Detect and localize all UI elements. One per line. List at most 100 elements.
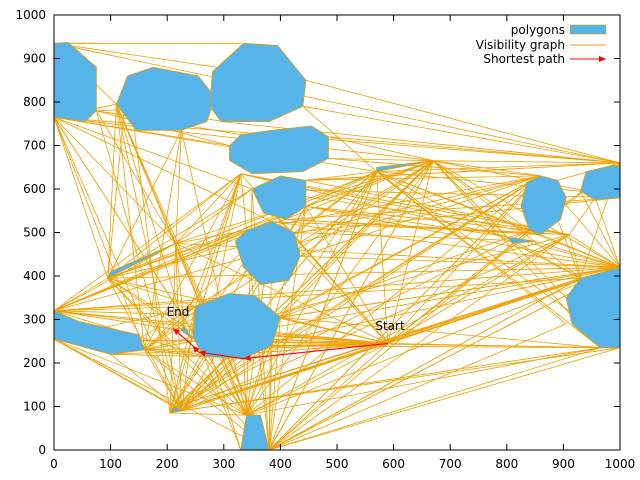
obstacle-polygon xyxy=(565,266,621,349)
visibility-edge xyxy=(53,206,307,312)
end-label: End xyxy=(167,305,190,319)
visibility-edge xyxy=(568,234,621,268)
visibility-edge xyxy=(181,347,621,412)
visibility-edge xyxy=(305,171,377,181)
visibility-edge xyxy=(580,191,621,268)
visibility-edge xyxy=(53,243,176,312)
visibility-edge xyxy=(268,277,581,451)
visibility-edge xyxy=(300,256,621,268)
y-tick-label: 0 xyxy=(38,443,46,457)
y-tick-label: 100 xyxy=(23,400,46,414)
obstacle-polygon xyxy=(229,125,329,175)
obstacle-polygon xyxy=(209,42,307,122)
visibility-edge xyxy=(53,277,581,312)
visibility-edge xyxy=(115,104,185,327)
visibility-edge xyxy=(169,306,196,414)
obstacle-polygon xyxy=(53,41,97,123)
x-tick-label: 500 xyxy=(326,457,349,471)
visibility-edge xyxy=(268,343,389,451)
x-tick-label: 200 xyxy=(156,457,179,471)
visibility-edge xyxy=(53,338,176,407)
visibility-edge xyxy=(203,356,247,416)
visibility-edge xyxy=(387,175,542,344)
visibility-edge xyxy=(144,349,205,357)
y-tick-label: 900 xyxy=(23,52,46,66)
visibility-edge xyxy=(280,316,601,349)
visibility-edge xyxy=(107,175,541,279)
visibility-edge xyxy=(53,310,185,327)
visibility-edge xyxy=(271,343,388,346)
visibility-edge xyxy=(271,221,621,268)
shortest-path xyxy=(172,327,388,361)
visibility-edge xyxy=(299,160,434,257)
path-segment xyxy=(198,351,244,360)
legend-label-polygons: polygons xyxy=(511,23,565,37)
visibility-edge xyxy=(107,277,270,451)
visibility-edge xyxy=(268,234,570,451)
y-tick-label: 300 xyxy=(23,313,46,327)
legend-swatch-path-arrowhead xyxy=(599,56,606,62)
path-arrowhead xyxy=(243,354,251,361)
obstacle-polygon xyxy=(251,175,307,220)
visibility-edge xyxy=(107,130,182,279)
visibility-edge xyxy=(294,232,536,242)
visibility-edge xyxy=(181,175,542,412)
y-tick-label: 700 xyxy=(23,139,46,153)
visibility-edge xyxy=(271,221,570,236)
visibility-edge xyxy=(181,171,377,412)
visibility-edge xyxy=(144,349,247,416)
visibility-edge xyxy=(107,160,434,279)
visibility-edge xyxy=(305,179,570,236)
path-segment xyxy=(243,342,388,360)
x-tick-label: 400 xyxy=(269,457,292,471)
obstacle-polygon xyxy=(376,160,434,173)
visibility-edge xyxy=(53,42,621,164)
obstacle-polygon xyxy=(234,221,301,286)
visibility-edge xyxy=(534,240,621,268)
visibility-edge xyxy=(175,173,242,244)
visibility-edge xyxy=(181,130,247,416)
visibility-edge xyxy=(107,277,196,307)
obstacle-polygon xyxy=(240,414,270,451)
visibility-edge xyxy=(144,173,242,351)
path-arrowhead xyxy=(198,350,206,357)
visibility-edge xyxy=(195,160,434,307)
visibility-edge xyxy=(53,116,253,190)
visibility-edge xyxy=(305,206,507,238)
visibility-edge xyxy=(53,310,182,331)
y-tick-label: 800 xyxy=(23,95,46,109)
obstacle-polygon xyxy=(180,325,194,340)
legend-label-visibility: Visibility graph xyxy=(476,38,565,52)
x-tick-label: 800 xyxy=(495,457,518,471)
visibility-edge xyxy=(107,277,247,416)
visibility-edge xyxy=(271,345,621,349)
visibility-edge xyxy=(107,278,182,412)
visibility-edge xyxy=(376,171,601,349)
visibility-edge xyxy=(181,173,242,331)
x-tick-label: 0 xyxy=(50,457,58,471)
visibility-edge xyxy=(328,136,621,164)
y-tick-label: 600 xyxy=(23,182,46,196)
y-tick-label: 400 xyxy=(23,269,46,283)
visibility-edge xyxy=(268,206,307,451)
visibility-edge xyxy=(53,116,273,222)
visibility-edge xyxy=(53,173,242,312)
visibility-edge xyxy=(268,323,567,451)
visibility-edge xyxy=(175,175,542,407)
visibility-edge xyxy=(53,117,109,279)
visibility-edge xyxy=(107,266,621,279)
y-tick-label: 1000 xyxy=(15,8,46,22)
visibility-edge xyxy=(268,347,601,451)
visibility-edge xyxy=(181,306,196,411)
visibility-edge xyxy=(107,171,377,279)
path-arrowhead xyxy=(172,328,181,336)
obstacle-polygon xyxy=(579,164,621,201)
visibility-edge xyxy=(286,219,541,236)
visibility-edge xyxy=(302,106,377,172)
visibility-edge xyxy=(268,175,542,451)
obstacle-polygon xyxy=(192,292,281,360)
visibility-edge xyxy=(302,105,621,164)
visibility-edge xyxy=(169,356,205,414)
path-arrowhead xyxy=(192,345,200,353)
